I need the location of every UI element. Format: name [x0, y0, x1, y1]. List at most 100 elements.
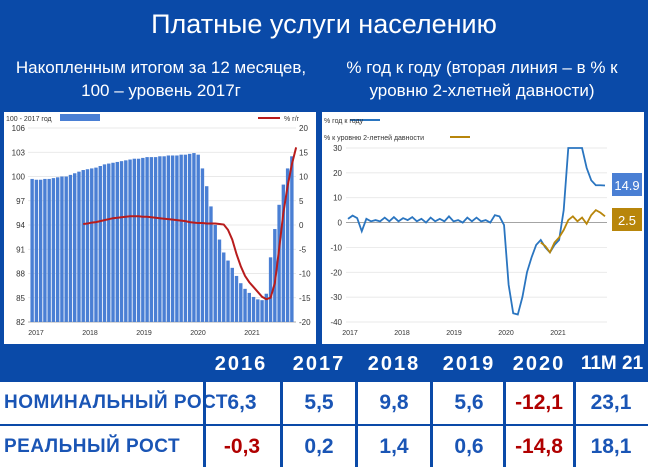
label2-box [612, 208, 642, 231]
bar [73, 173, 77, 322]
nominal-2018: 9,8 [379, 391, 409, 414]
y-tick: -20 [330, 268, 342, 277]
bar [119, 161, 124, 322]
y-tick: 0 [338, 219, 343, 228]
bar [170, 155, 175, 322]
y-tick-right: 5 [299, 197, 304, 206]
y-tick: -30 [330, 293, 342, 302]
y-tick-left: 88 [16, 270, 25, 279]
y-tick-left: 94 [16, 221, 25, 230]
bar [179, 154, 183, 322]
y-tick-left: 85 [16, 294, 25, 303]
x-tick: 2017 [28, 330, 44, 337]
bar [217, 239, 222, 322]
bar [145, 157, 149, 322]
y-tick-left: 91 [16, 245, 25, 254]
y-tick-left: 103 [12, 148, 26, 157]
left-chart-panel: 100 - 2017 год % г/г 82 85 88 91 94 97 100 103 1… [4, 112, 316, 344]
y-tick: -40 [330, 318, 342, 327]
x-tick: 2018 [82, 330, 98, 337]
bar [77, 171, 81, 322]
bar [30, 178, 34, 322]
y-tick-right: 20 [299, 124, 308, 133]
bar [107, 163, 111, 322]
real-2016: -0,3 [223, 434, 261, 458]
bar [268, 257, 273, 322]
real-2017: 0,2 [304, 434, 334, 458]
bar [149, 157, 154, 322]
bar [55, 177, 60, 322]
bar [64, 176, 68, 322]
bar [196, 154, 200, 322]
legend-line-label: % г/г [284, 116, 300, 123]
bar [200, 168, 205, 322]
x-tick: 2021 [550, 330, 566, 337]
real-2019: 0,6 [454, 434, 484, 458]
left-chart: 100 - 2017 год % г/г 82 85 88 91 94 97 100 103 1… [6, 114, 311, 337]
bar [281, 184, 286, 322]
real-2018: 1,4 [379, 434, 409, 458]
x-tick: 2021 [244, 330, 260, 337]
x-tick: 2018 [394, 330, 410, 337]
bar [153, 157, 158, 322]
bar [98, 165, 102, 322]
bar [264, 293, 269, 322]
x-tick: 2017 [342, 330, 358, 337]
bar [247, 292, 251, 322]
label2-text: 2.5 [618, 213, 636, 228]
y-tick-left: 106 [12, 124, 26, 133]
y-tick-right: 15 [299, 148, 308, 157]
bar [277, 204, 281, 322]
bar [209, 206, 213, 322]
bar [94, 167, 98, 322]
bar [51, 178, 56, 322]
bar [115, 161, 119, 322]
right-chart: % год к году % к уровню 2-летней давност… [324, 118, 642, 337]
bar [43, 178, 47, 322]
y-tick-right: 10 [299, 173, 308, 182]
y-tick-left: 100 [12, 173, 26, 182]
bar [81, 170, 85, 322]
bar [128, 159, 132, 322]
nominal-2016: 6,3 [227, 391, 257, 414]
bar [260, 300, 264, 322]
bar [239, 283, 243, 322]
growth-table: 2016 2017 2018 2019 2020 11М 21 НОМИНАЛЬ… [0, 346, 648, 467]
bar [141, 157, 145, 322]
table-row-real: РЕАЛЬНЫЙ РОСТ -0,3 0,2 1,4 0,6 -14,8 18,… [0, 426, 648, 467]
x-tick: 2020 [498, 330, 514, 337]
table-header: 2016 2017 2018 2019 2020 11М 21 [0, 346, 648, 382]
x-tick: 2019 [136, 330, 152, 337]
label1-text: 14.9 [614, 178, 639, 193]
legend-bar-label: 100 - 2017 год [6, 116, 52, 123]
bar [34, 179, 39, 322]
bar [230, 267, 234, 322]
y-tick-right: -20 [299, 318, 311, 327]
y-tick-right: -10 [299, 270, 311, 279]
bar [124, 160, 128, 322]
bar [175, 155, 179, 322]
bar [136, 158, 141, 322]
right-chart-panel: % год к году % к уровню 2-летней давност… [322, 112, 644, 344]
bar [256, 299, 260, 322]
bar [290, 156, 294, 322]
bar [192, 153, 196, 322]
yoy-line [347, 147, 606, 316]
y-tick-left: 97 [16, 197, 25, 206]
x-tick: 2020 [190, 330, 206, 337]
y-tick-left: 82 [16, 318, 25, 327]
bar [222, 252, 226, 322]
bar [234, 275, 239, 322]
bar [158, 156, 162, 322]
bar [90, 168, 94, 322]
y-tick-right: -15 [299, 294, 311, 303]
bar [243, 288, 247, 322]
label1-box [612, 173, 642, 196]
bar [85, 169, 90, 322]
bar [251, 296, 256, 322]
right-chart-subtitle: % год к году (вторая линия – в % к уровн… [322, 56, 642, 112]
bar [205, 186, 209, 322]
nominal-2017: 5,5 [304, 391, 334, 414]
page-title: Платные услуги населению [0, 0, 648, 50]
bar [213, 225, 217, 322]
